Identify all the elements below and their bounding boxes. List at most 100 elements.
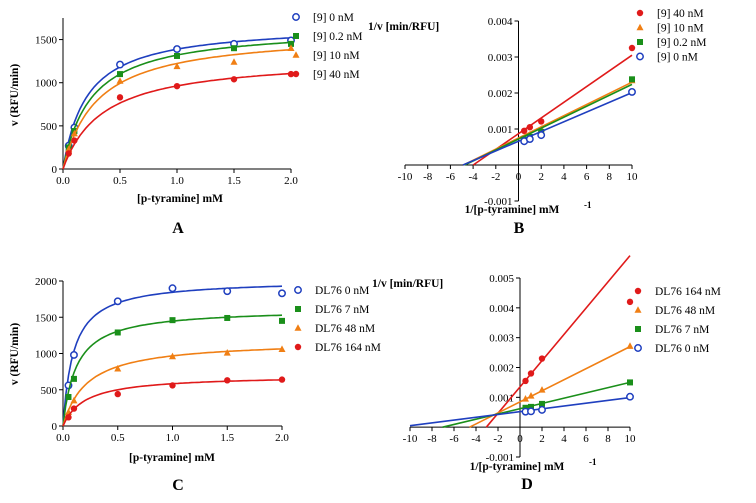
data-point xyxy=(71,137,78,144)
legend-marker xyxy=(294,343,302,351)
x-tick-label: 0.5 xyxy=(113,175,127,187)
panel-letter: A xyxy=(172,220,184,237)
legend-label: DL76 164 nM xyxy=(315,342,381,354)
data-point xyxy=(223,287,232,296)
data-point xyxy=(528,403,534,410)
x-tick-label: -8 xyxy=(427,433,437,445)
data-point xyxy=(537,131,546,140)
data-point xyxy=(628,44,636,52)
data-point xyxy=(114,329,121,336)
legend-label: DL76 164 nM xyxy=(655,286,721,298)
data-point xyxy=(70,375,77,382)
panel-B: -10 -8 -6 -4 -2 0 2 4 6 8 10 -0.001 0.001 0.002 0.003 0… xyxy=(368,8,707,237)
x-tick-label: -8 xyxy=(423,171,433,183)
data-point xyxy=(526,124,534,131)
data-point xyxy=(520,127,528,134)
x-axis-label: [p-tyramine] mM xyxy=(137,193,223,205)
legend-marker xyxy=(294,286,302,294)
x-axis-label: [p-tyramine] mM xyxy=(129,452,215,464)
data-point xyxy=(288,40,294,47)
data-point xyxy=(230,58,238,65)
data-point xyxy=(629,76,635,83)
data-point xyxy=(278,345,286,352)
y-axis-label: v (RFU/min) xyxy=(9,323,21,385)
legend-marker xyxy=(635,326,641,332)
data-point xyxy=(626,342,634,349)
panel-letter: C xyxy=(172,477,184,494)
legend-label: DL76 7 nM xyxy=(315,304,369,316)
y-tick-label: 1500 xyxy=(35,312,58,324)
data-point xyxy=(287,70,295,78)
y-tick-label: 500 xyxy=(41,121,58,133)
x-axis-label: 1/[p-tyramine] mM xyxy=(465,204,560,216)
legend-marker xyxy=(292,13,300,21)
data-point xyxy=(70,351,78,359)
legend-marker xyxy=(294,324,302,331)
x-tick-label: 1.5 xyxy=(227,175,241,187)
x-tick-label: 0 xyxy=(517,433,523,445)
data-point xyxy=(538,118,545,125)
y-axis-label: 1/v [min/RFU] xyxy=(368,21,439,33)
x-tick-label: 4 xyxy=(561,171,567,183)
legend-label: DL76 48 nM xyxy=(315,323,375,335)
x-tick-label: 1.0 xyxy=(166,432,180,444)
data-point xyxy=(70,396,78,404)
fit-line xyxy=(62,41,292,170)
legend-label: [9] 10 nM xyxy=(657,23,704,35)
legend-label: DL76 0 nM xyxy=(655,343,709,355)
data-point xyxy=(287,44,295,51)
legend-label: DL76 0 nM xyxy=(315,285,369,297)
x-tick-label: 8 xyxy=(607,171,613,183)
y-tick-label: 2000 xyxy=(35,276,58,288)
data-point xyxy=(539,400,545,407)
legend-marker xyxy=(634,287,642,295)
data-point xyxy=(223,348,231,356)
x-tick-label: 10 xyxy=(625,433,637,445)
legend-label: DL76 48 nM xyxy=(655,305,715,317)
y-axis-label: 1/v [min/RFU] xyxy=(372,278,443,290)
x-tick-label: -6 xyxy=(449,433,459,445)
data-point xyxy=(231,45,237,52)
data-point xyxy=(538,386,546,393)
legend-marker xyxy=(636,52,644,61)
y-tick-label: 0.005 xyxy=(489,273,514,285)
data-point xyxy=(168,284,177,293)
data-point xyxy=(626,298,634,306)
data-point xyxy=(174,52,180,59)
data-point xyxy=(113,297,122,306)
x-axis-label-superscript: -1 xyxy=(589,457,597,467)
data-point xyxy=(278,376,286,383)
data-point xyxy=(169,317,176,324)
data-point xyxy=(279,317,285,324)
data-point xyxy=(527,370,535,377)
x-tick-label: -10 xyxy=(403,433,418,445)
fit-line xyxy=(442,381,631,428)
data-point xyxy=(65,150,72,157)
data-point xyxy=(224,377,231,384)
data-point xyxy=(527,407,535,416)
data-point xyxy=(626,392,634,401)
legend-label: [9] 0.2 nM xyxy=(657,37,707,49)
y-tick-label: 500 xyxy=(41,385,58,397)
legend-label: [9] 0.2 nM xyxy=(313,31,363,43)
data-point xyxy=(116,60,124,69)
x-tick-label: 2 xyxy=(539,433,545,445)
data-point xyxy=(278,289,286,298)
data-point xyxy=(525,135,534,144)
x-tick-label: 2 xyxy=(538,171,544,183)
y-tick-label: 0.003 xyxy=(489,333,514,345)
data-point xyxy=(169,382,176,389)
data-point xyxy=(627,379,633,386)
y-tick-label: 0 xyxy=(52,421,58,433)
x-tick-label: 10 xyxy=(627,171,639,183)
y-tick-label: 1000 xyxy=(35,349,58,361)
x-tick-label: 6 xyxy=(583,433,589,445)
x-tick-label: -2 xyxy=(493,433,502,445)
data-point xyxy=(169,352,176,360)
legend-label: [9] 0 nM xyxy=(657,52,698,64)
data-point xyxy=(522,395,529,402)
y-tick-label: -0.001 xyxy=(486,452,514,464)
data-point xyxy=(65,394,72,400)
x-tick-label: 4 xyxy=(561,433,567,445)
legend-marker xyxy=(637,39,643,45)
